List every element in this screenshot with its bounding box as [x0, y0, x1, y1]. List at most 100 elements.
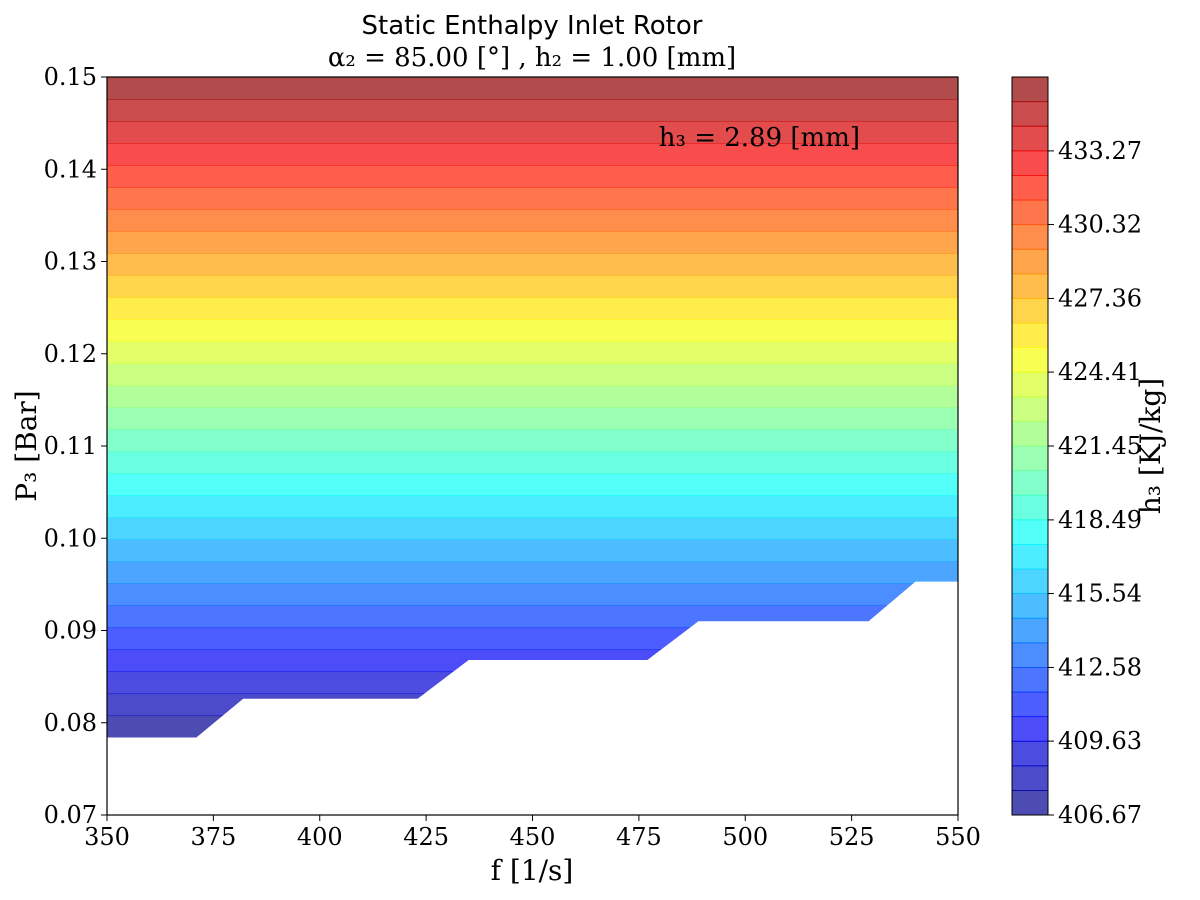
colorbar-tick-label: 421.45	[1058, 432, 1142, 460]
contour-band	[107, 165, 958, 188]
contour-band	[107, 363, 958, 386]
annotation: h₃ = 2.89 [mm]	[659, 123, 860, 153]
colorbar-band	[1012, 126, 1048, 152]
colorbar-band	[1012, 741, 1048, 767]
colorbar-tick-label: 406.67	[1058, 801, 1142, 829]
x-tick-label: 375	[190, 823, 236, 851]
colorbar-tick-label: 418.49	[1058, 506, 1142, 534]
contour-band	[107, 253, 958, 276]
x-tick-label: 475	[616, 823, 662, 851]
colorbar-ticks: 406.67 409.63 412.58 415.54 418.49 421.45 424.…	[1048, 137, 1142, 829]
contour-band	[107, 99, 958, 122]
contour-band	[107, 649, 958, 673]
colorbar-band	[1012, 298, 1048, 324]
y-tick-label: 0.11	[44, 432, 97, 460]
chart-subtitle: α₂ = 85.00 [°] , h₂ = 1.00 [mm]	[328, 43, 736, 73]
colorbar-band	[1012, 372, 1048, 398]
colorbar-band	[1012, 495, 1048, 521]
plot-area: h₃ = 2.89 [mm]	[106, 76, 959, 816]
colorbar-band	[1012, 396, 1048, 422]
x-axis-label: f [1/s]	[491, 854, 574, 887]
y-axis-label: P₃ [Bar]	[10, 390, 43, 501]
colorbar-tick-label: 424.41	[1058, 358, 1142, 386]
colorbar-band	[1012, 790, 1048, 816]
contour-band	[107, 561, 958, 584]
colorbar-band	[1012, 569, 1048, 595]
chart-title: Static Enthalpy Inlet Rotor	[362, 11, 703, 41]
contour-band	[107, 209, 958, 232]
colorbar-band	[1012, 421, 1048, 447]
contour-band	[107, 121, 958, 144]
x-tick-label: 500	[722, 823, 768, 851]
contour-band	[107, 715, 958, 738]
y-tick-label: 0.12	[44, 340, 97, 368]
colorbar-tick-label: 430.32	[1058, 211, 1142, 239]
colorbar-bands	[1012, 77, 1048, 816]
colorbar-band	[1012, 323, 1048, 349]
y-tick-label: 0.09	[44, 617, 97, 645]
y-tick-label: 0.08	[44, 709, 97, 737]
x-tick-label: 425	[403, 823, 449, 851]
contour-band	[107, 473, 958, 496]
contour-band	[107, 297, 958, 320]
colorbar-band	[1012, 273, 1048, 299]
colorbar-band	[1012, 470, 1048, 496]
contour-band	[107, 143, 958, 166]
x-tick-label: 400	[297, 823, 343, 851]
y-tick-label: 0.14	[44, 155, 97, 183]
colorbar-tick-label: 433.27	[1058, 137, 1142, 165]
colorbar-label: h₃ [KJ/kg]	[1134, 378, 1167, 514]
colorbar-band	[1012, 667, 1048, 693]
contour-band	[107, 605, 958, 629]
contour-band	[107, 429, 958, 452]
colorbar-tick-label: 427.36	[1058, 284, 1142, 312]
colorbar-tick-label: 415.54	[1058, 580, 1142, 608]
contour-band	[107, 187, 958, 210]
contour-band	[107, 693, 958, 717]
colorbar-band	[1012, 175, 1048, 201]
contour-band	[107, 451, 958, 474]
y-tick-label: 0.13	[44, 248, 97, 276]
y-tick-label: 0.15	[44, 63, 97, 91]
contour-band	[107, 385, 958, 408]
contour-band	[107, 77, 958, 100]
contour-band	[107, 517, 958, 540]
contour-bands	[107, 77, 958, 738]
colorbar-band	[1012, 224, 1048, 250]
contour-band	[107, 319, 958, 342]
contour-band	[107, 583, 958, 607]
contour-band	[107, 275, 958, 298]
colorbar-band	[1012, 692, 1048, 718]
colorbar-band	[1012, 101, 1048, 127]
colorbar-band	[1012, 544, 1048, 570]
colorbar-band	[1012, 446, 1048, 472]
contour-band	[107, 407, 958, 430]
contour-band	[107, 341, 958, 364]
contour-band	[107, 495, 958, 518]
contour-band	[107, 231, 958, 254]
y-tick-label: 0.10	[44, 524, 97, 552]
x-tick-label: 550	[935, 823, 981, 851]
colorbar-tick-label: 412.58	[1058, 653, 1142, 681]
x-tick-label: 450	[510, 823, 556, 851]
colorbar: 406.67 409.63 412.58 415.54 418.49 421.45 424.…	[1011, 76, 1167, 829]
contour-band	[107, 671, 958, 695]
colorbar-band	[1012, 200, 1048, 226]
x-tick-label: 525	[829, 823, 875, 851]
colorbar-tick-label: 409.63	[1058, 727, 1142, 755]
y-axis: 0.07 0.08 0.09 0.10 0.11 0.12 0.13 0.14 0.15	[44, 63, 107, 829]
colorbar-band	[1012, 519, 1048, 545]
colorbar-band	[1012, 716, 1048, 742]
colorbar-band	[1012, 642, 1048, 668]
colorbar-band	[1012, 347, 1048, 373]
colorbar-band	[1012, 249, 1048, 275]
contour-band	[107, 627, 958, 651]
x-tick-label: 350	[84, 823, 130, 851]
y-tick-label: 0.07	[44, 801, 97, 829]
x-axis: 350 375 400 425 450 475 500 525 550	[84, 815, 981, 851]
colorbar-band	[1012, 618, 1048, 644]
colorbar-band	[1012, 77, 1048, 103]
colorbar-band	[1012, 150, 1048, 176]
contour-band	[107, 539, 958, 562]
